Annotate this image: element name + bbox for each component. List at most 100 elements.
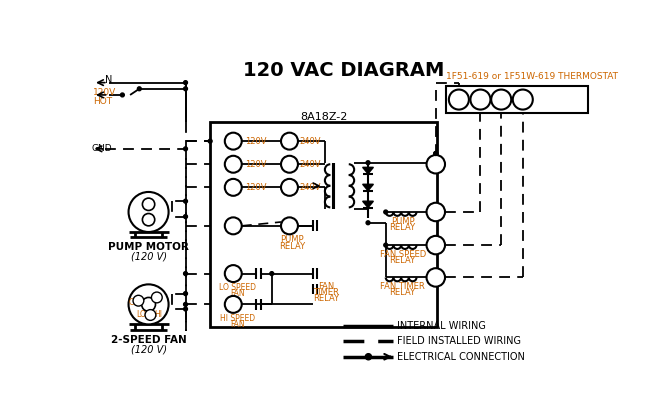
Text: RELAY: RELAY bbox=[389, 223, 415, 232]
Text: 120V: 120V bbox=[245, 183, 266, 192]
Circle shape bbox=[427, 203, 445, 221]
Circle shape bbox=[129, 192, 169, 232]
Text: L1: L1 bbox=[227, 221, 239, 231]
Circle shape bbox=[225, 296, 242, 313]
Circle shape bbox=[366, 161, 370, 165]
Circle shape bbox=[449, 90, 469, 110]
Text: PUMP: PUMP bbox=[280, 235, 304, 244]
Text: 8A18Z-2: 8A18Z-2 bbox=[300, 111, 348, 122]
Text: N: N bbox=[230, 136, 237, 146]
Circle shape bbox=[141, 297, 155, 311]
Circle shape bbox=[225, 133, 242, 150]
Text: 120 VAC DIAGRAM: 120 VAC DIAGRAM bbox=[243, 61, 444, 80]
Circle shape bbox=[513, 90, 533, 110]
Text: P2: P2 bbox=[283, 159, 295, 169]
Circle shape bbox=[384, 210, 388, 214]
Circle shape bbox=[145, 310, 156, 321]
Text: FIELD INSTALLED WIRING: FIELD INSTALLED WIRING bbox=[397, 336, 521, 347]
Text: P2: P2 bbox=[227, 159, 239, 169]
Circle shape bbox=[427, 236, 445, 254]
Bar bbox=[210, 122, 438, 328]
Circle shape bbox=[184, 307, 188, 311]
Circle shape bbox=[491, 90, 511, 110]
Circle shape bbox=[365, 354, 371, 360]
Text: F2: F2 bbox=[227, 182, 239, 192]
Text: 240V: 240V bbox=[299, 137, 321, 146]
Text: G: G bbox=[431, 272, 440, 282]
Circle shape bbox=[184, 303, 188, 306]
Text: PUMP: PUMP bbox=[391, 217, 415, 226]
Text: N: N bbox=[105, 75, 112, 85]
Circle shape bbox=[184, 81, 188, 85]
Circle shape bbox=[281, 179, 298, 196]
Circle shape bbox=[184, 272, 188, 276]
Circle shape bbox=[184, 87, 188, 91]
Circle shape bbox=[225, 265, 242, 282]
Text: TIMER: TIMER bbox=[314, 288, 340, 297]
Circle shape bbox=[184, 147, 188, 151]
Text: 240V: 240V bbox=[299, 160, 321, 169]
Text: 120V: 120V bbox=[245, 137, 266, 146]
Circle shape bbox=[366, 221, 370, 225]
Circle shape bbox=[208, 139, 212, 143]
Circle shape bbox=[137, 87, 141, 91]
Circle shape bbox=[184, 199, 188, 203]
Text: PUMP MOTOR: PUMP MOTOR bbox=[108, 243, 189, 252]
Text: L2: L2 bbox=[283, 136, 295, 146]
Text: ELECTRICAL CONNECTION: ELECTRICAL CONNECTION bbox=[397, 352, 525, 362]
Circle shape bbox=[121, 93, 125, 97]
Text: 240V: 240V bbox=[299, 183, 321, 192]
Text: RELAY: RELAY bbox=[279, 242, 305, 251]
Circle shape bbox=[225, 156, 242, 173]
Text: HOT: HOT bbox=[93, 97, 113, 106]
Text: W: W bbox=[475, 95, 486, 105]
Text: P1: P1 bbox=[283, 221, 295, 231]
Text: HI: HI bbox=[228, 300, 239, 309]
Text: R: R bbox=[455, 95, 463, 105]
Circle shape bbox=[133, 295, 144, 306]
Text: W: W bbox=[430, 207, 442, 217]
Circle shape bbox=[143, 198, 155, 210]
Text: Y: Y bbox=[498, 95, 505, 105]
Bar bbox=[446, 86, 588, 114]
Text: R: R bbox=[432, 159, 440, 169]
Circle shape bbox=[143, 214, 155, 226]
Text: Y: Y bbox=[432, 240, 439, 250]
Text: 120V: 120V bbox=[245, 160, 266, 169]
Text: FAN TIMER: FAN TIMER bbox=[381, 282, 425, 291]
Circle shape bbox=[225, 217, 242, 234]
Text: FAN SPEED: FAN SPEED bbox=[379, 250, 426, 259]
Circle shape bbox=[151, 292, 162, 303]
Text: (120 V): (120 V) bbox=[131, 344, 167, 354]
Circle shape bbox=[427, 155, 445, 173]
Text: 1F51-619 or 1F51W-619 THERMOSTAT: 1F51-619 or 1F51W-619 THERMOSTAT bbox=[446, 72, 618, 81]
Text: 120V: 120V bbox=[93, 88, 117, 97]
Polygon shape bbox=[362, 184, 373, 191]
Circle shape bbox=[384, 243, 388, 247]
Polygon shape bbox=[362, 201, 373, 208]
Text: RELAY: RELAY bbox=[314, 295, 340, 303]
Text: G: G bbox=[519, 95, 527, 105]
Circle shape bbox=[281, 133, 298, 150]
Circle shape bbox=[434, 152, 438, 155]
Circle shape bbox=[281, 217, 298, 234]
Circle shape bbox=[225, 179, 242, 196]
Circle shape bbox=[434, 152, 438, 155]
Text: RELAY: RELAY bbox=[389, 256, 415, 265]
Text: (120 V): (120 V) bbox=[131, 252, 167, 261]
Text: RELAY: RELAY bbox=[389, 288, 415, 297]
Text: FAN: FAN bbox=[230, 289, 245, 298]
Text: HI: HI bbox=[155, 310, 163, 319]
Circle shape bbox=[427, 268, 445, 287]
Circle shape bbox=[184, 292, 188, 295]
Text: HI SPEED: HI SPEED bbox=[220, 314, 255, 323]
Circle shape bbox=[281, 156, 298, 173]
Circle shape bbox=[129, 285, 169, 324]
Circle shape bbox=[470, 90, 490, 110]
Text: LO SPEED: LO SPEED bbox=[218, 283, 256, 292]
Polygon shape bbox=[362, 167, 373, 174]
Text: L0: L0 bbox=[227, 269, 239, 279]
Text: LO: LO bbox=[136, 310, 146, 319]
Text: F2: F2 bbox=[283, 182, 295, 192]
Circle shape bbox=[184, 215, 188, 219]
